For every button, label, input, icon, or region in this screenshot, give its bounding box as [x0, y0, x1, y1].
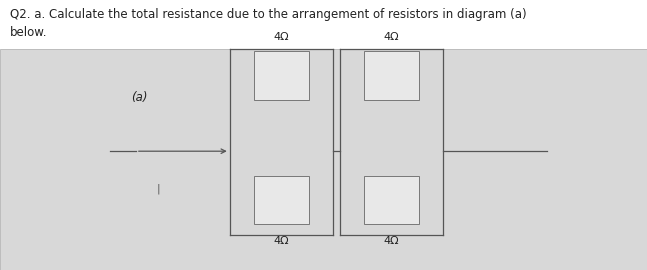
- Text: |: |: [157, 184, 160, 194]
- FancyBboxPatch shape: [0, 0, 647, 59]
- Bar: [254, 176, 309, 224]
- Text: 4Ω: 4Ω: [274, 32, 289, 42]
- Text: Q2. a. Calculate the total resistance due to the arrangement of resistors in dia: Q2. a. Calculate the total resistance du…: [10, 8, 526, 39]
- Bar: [364, 51, 419, 100]
- Text: (a): (a): [131, 91, 148, 104]
- Text: 4Ω: 4Ω: [384, 32, 399, 42]
- FancyBboxPatch shape: [0, 49, 647, 270]
- Text: 4Ω: 4Ω: [384, 236, 399, 246]
- Text: 4Ω: 4Ω: [274, 236, 289, 246]
- Bar: [254, 51, 309, 100]
- Bar: [364, 176, 419, 224]
